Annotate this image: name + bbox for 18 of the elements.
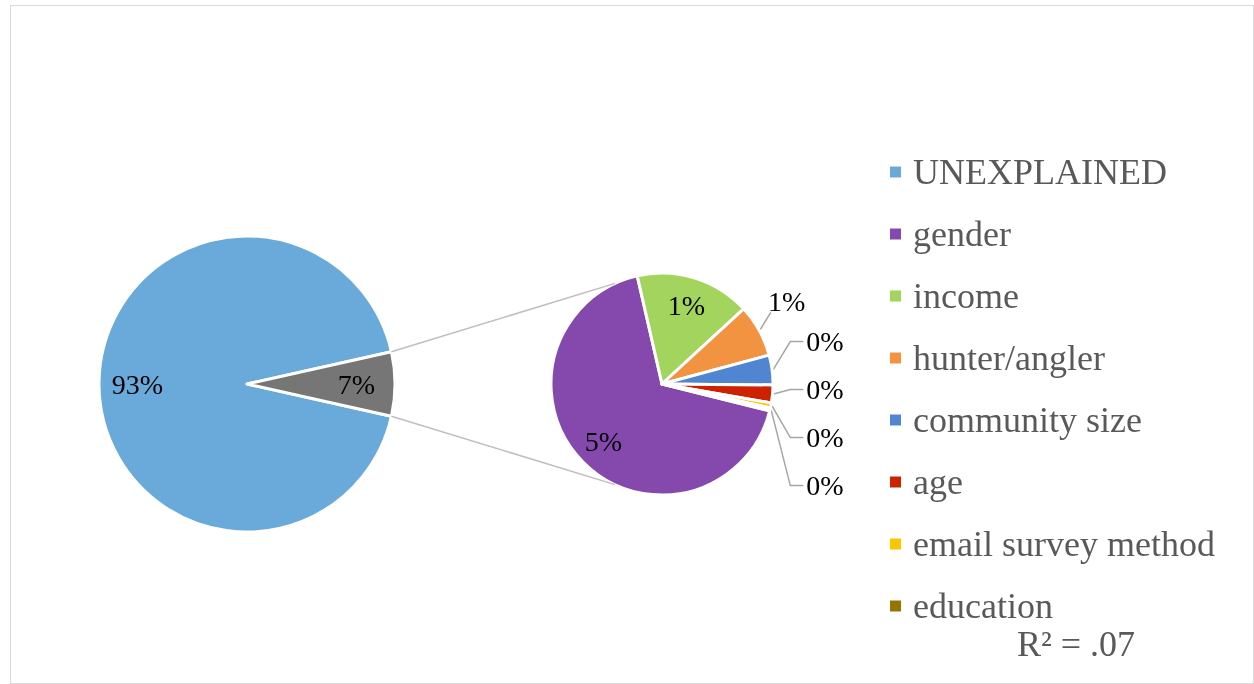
- data-label: 0%: [806, 326, 844, 358]
- data-label: 1%: [667, 290, 706, 322]
- data-label: 0%: [806, 374, 844, 406]
- legend-label: education: [913, 586, 1053, 626]
- legend-label: gender: [913, 214, 1011, 254]
- legend-label: income: [913, 276, 1019, 316]
- text: R² = .07: [1017, 624, 1136, 664]
- legend-label: email survey method: [913, 524, 1215, 564]
- data-label: 1%: [767, 286, 806, 318]
- data-label: 7%: [337, 368, 376, 400]
- legend-label: hunter/angler: [913, 338, 1105, 378]
- data-label: 5%: [584, 426, 623, 458]
- data-label: 0%: [806, 470, 844, 502]
- legend-label: community size: [913, 400, 1142, 440]
- legend-label: age: [913, 462, 963, 502]
- data-label: 93%: [111, 368, 164, 400]
- legend-label: UNEXPLAINED: [913, 152, 1167, 192]
- data-label: 0%: [806, 422, 844, 454]
